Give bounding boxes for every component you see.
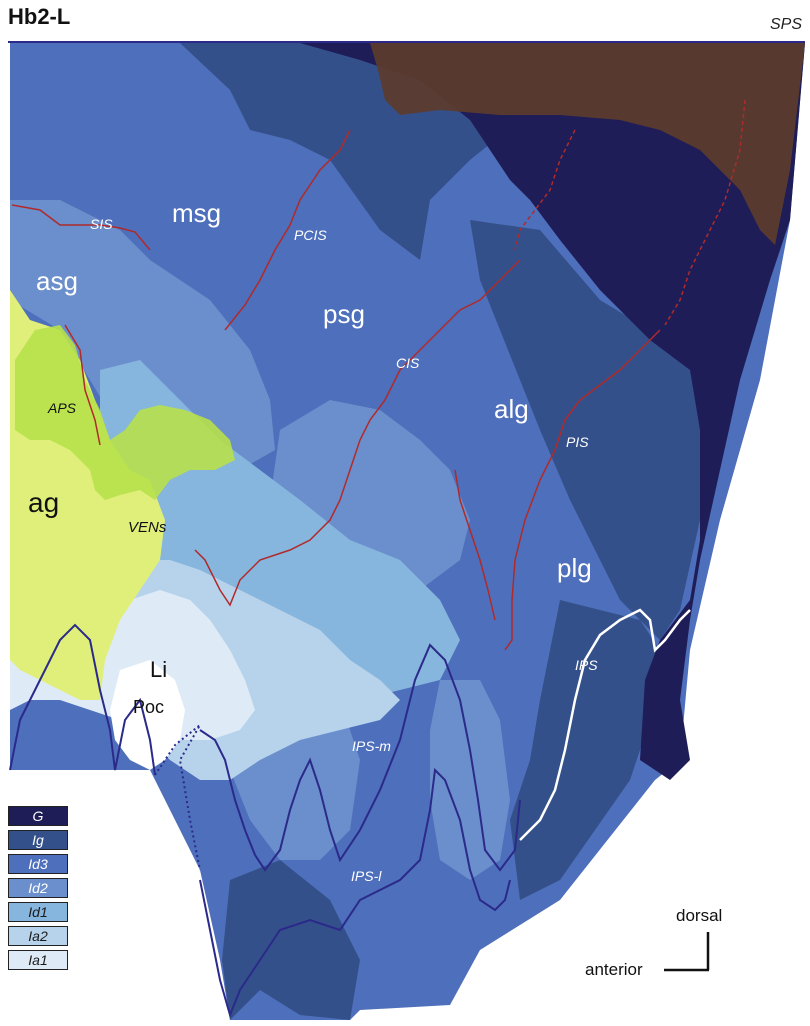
label-li: Li <box>150 657 167 682</box>
sulcus-pis-upper <box>664 99 746 326</box>
label-pcis: PCIS <box>294 227 327 243</box>
poc-cutout <box>110 660 185 770</box>
outline-ips-m <box>199 643 521 872</box>
sulcus-aps <box>64 324 101 446</box>
sulcus-pcis <box>224 129 351 331</box>
legend-item-id2: Id2 <box>8 878 68 898</box>
region-ig-lower-mid <box>222 860 360 1020</box>
legend-item-id3: Id3 <box>8 854 68 874</box>
label-sis: SIS <box>90 216 113 232</box>
label-ips-l: IPS-l <box>351 868 382 884</box>
sulcus-cis <box>194 259 521 607</box>
label-asg: asg <box>36 266 78 296</box>
sulcus-cis-upper <box>514 129 576 251</box>
legend-item-g: G <box>8 806 68 826</box>
label-pis: PIS <box>566 434 589 450</box>
legend: G Ig Id3 Id2 Id1 Ia2 Ia1 <box>8 806 68 974</box>
outline-ips <box>519 608 691 841</box>
region-g <box>300 43 805 780</box>
outline-poc-left <box>9 623 156 776</box>
sulcus-sis <box>11 204 151 251</box>
label-psg: psg <box>323 299 365 329</box>
outline-poc-dotted <box>154 724 201 871</box>
label-msg: msg <box>172 198 221 228</box>
label-ips-m: IPS-m <box>352 738 391 754</box>
label-poc: Poc <box>133 697 164 717</box>
label-plg: plg <box>557 553 592 583</box>
label-aps: APS <box>47 400 77 416</box>
legend-item-ia2: Ia2 <box>8 926 68 946</box>
region-vens <box>15 325 235 500</box>
label-ag: ag <box>28 487 59 518</box>
orientation-dorsal: dorsal <box>676 906 723 925</box>
label-ips: IPS <box>575 657 598 673</box>
figure-title: Hb2-L <box>8 4 71 29</box>
region-sps-overlay <box>370 43 805 245</box>
legend-item-id1: Id1 <box>8 902 68 922</box>
label-cis: CIS <box>396 355 420 371</box>
outline-ips-l <box>199 767 511 1019</box>
label-alg: alg <box>494 394 529 424</box>
sulcus-pis <box>504 329 661 651</box>
region-id2-lower-right <box>430 680 510 880</box>
orientation-anterior: anterior <box>585 960 643 979</box>
region-ig-bottom <box>510 600 660 900</box>
region-ig-right <box>470 220 700 640</box>
sps-label: SPS <box>769 16 802 33</box>
legend-item-ig: Ig <box>8 830 68 850</box>
label-vens: VENs <box>128 519 167 536</box>
sulcus-pis-lower <box>454 469 496 621</box>
legend-item-ia1: Ia1 <box>8 950 68 970</box>
